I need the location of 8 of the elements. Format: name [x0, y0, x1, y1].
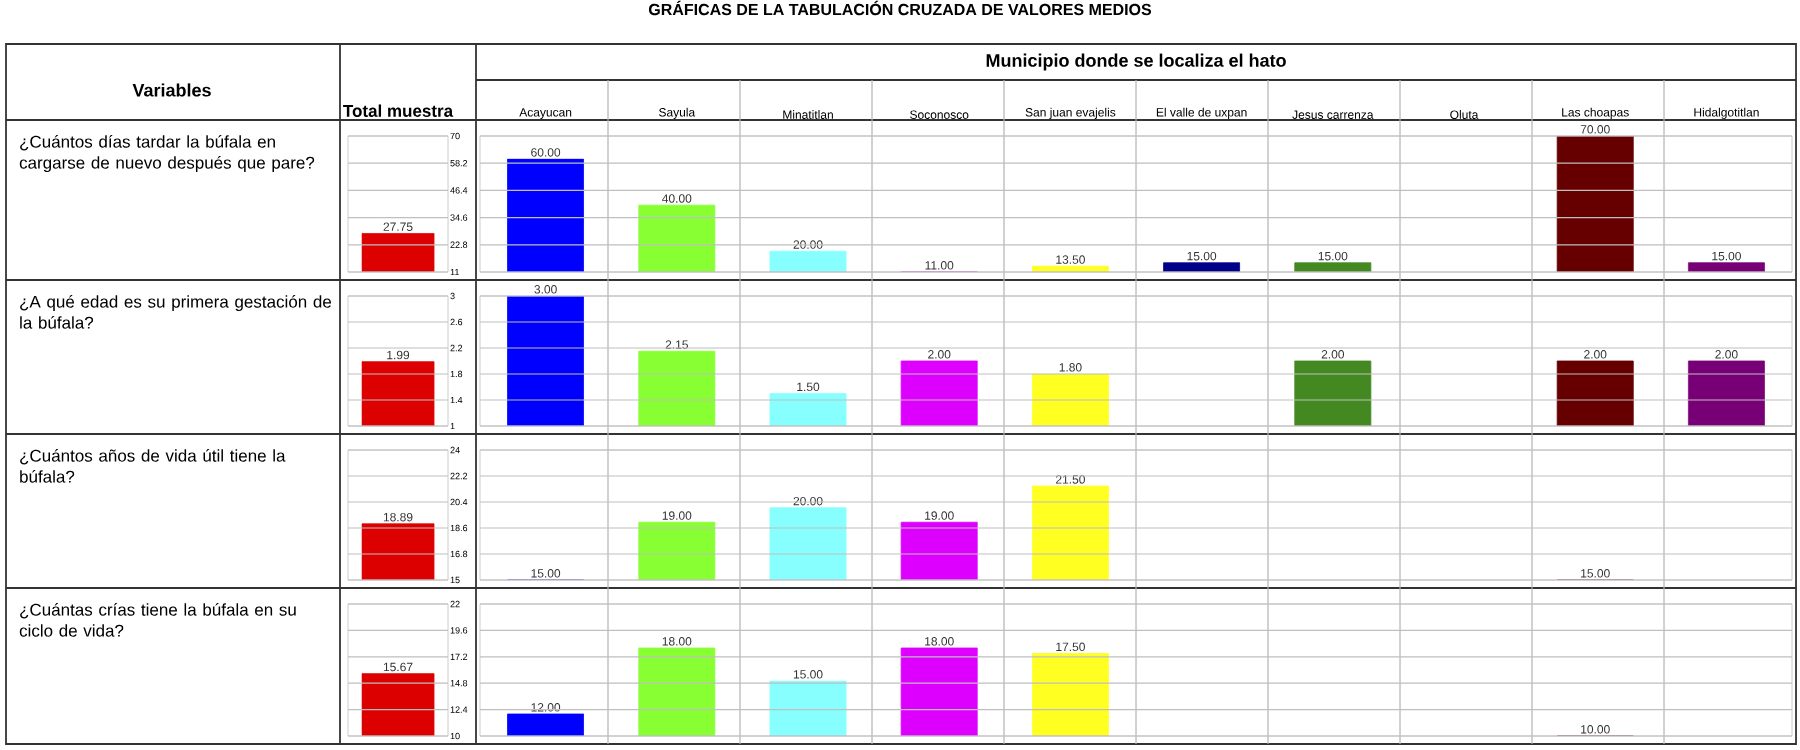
y-axis-title: ¿Cuántos años de vida útil tiene la búfala?: [20, 449, 286, 483]
x-tick-label: Total muestra: [343, 104, 454, 117]
y-axis-title: ¿Cuántas crías tiene la búfala en su ciclo de vida?: [19, 603, 296, 637]
x-axis-title: Municipio donde se localiza el hato: [986, 53, 1286, 71]
chart-title: GRÁFICAS DE LA TABULACIÓN CRUZADA DE VALORES MEDIOS: [648, 0, 1152, 16]
y-axis-title: ¿A qué edad es su primera gestación de la búfala?: [20, 295, 332, 329]
text: Variables: [132, 83, 211, 97]
y-axis-title: ¿Cuántos días tardar la búfala en cargarse de nuevo después que pare?: [19, 135, 315, 173]
